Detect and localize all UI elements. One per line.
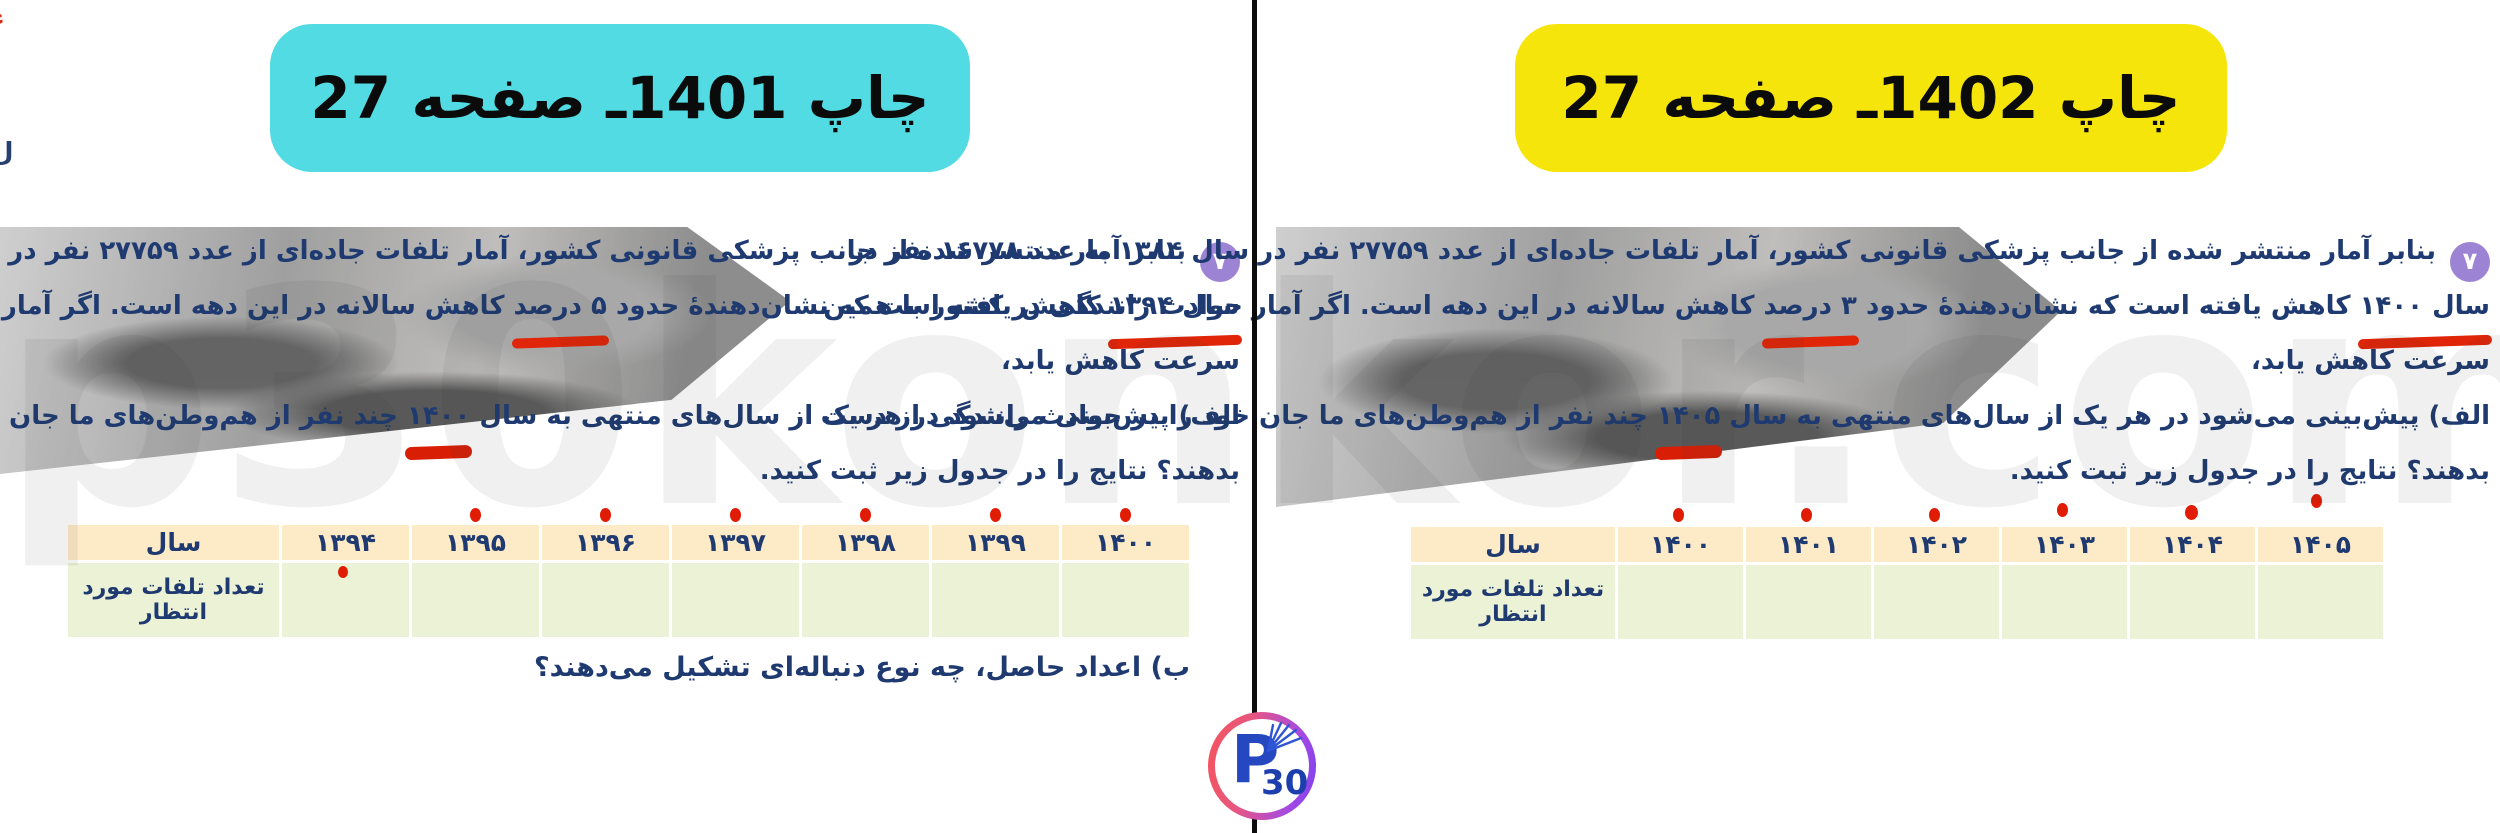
paragraph-line-1: ۷بنابر آمار منتشر شده از جانب پزشکی قانو… [850, 224, 2490, 282]
table-header-year-label: سال [65, 522, 282, 563]
table-header-year: ۱۴۰۰ [1615, 524, 1746, 565]
table-row-label: تعداد تلفات مورد انتظار [1408, 562, 1618, 642]
table-header-year: ۱۴۰۱ [1743, 524, 1874, 565]
table-row-label: تعداد تلفات مورد انتظار [65, 560, 282, 640]
table-cell-empty [409, 560, 542, 640]
table-cell-empty [2127, 562, 2258, 642]
paragraph-text: الف) پیش‌بینی می‌شود در هر یک از سال‌های… [1720, 401, 2490, 431]
table-header-year: ۱۳۹۶ [539, 522, 672, 563]
paragraph-line-5: بدهند؟ نتایج را در جدول زیر ثبت کنید. [8, 444, 1240, 499]
table-header-year: ۱۳۹۸ [799, 522, 932, 563]
part-b-question: ب) اعداد حاصل، چه نوع دنباله‌ای تشکیل می… [533, 652, 1190, 683]
table-header-year: ۱۳۹۴ [279, 522, 412, 563]
table-cell-empty [1615, 562, 1746, 642]
logo-inner-circle: P 30 [1215, 719, 1309, 813]
annotation-dot [600, 508, 611, 522]
table-header-year: ۱۳۹۷ [669, 522, 802, 563]
panel-edition-1401: چاپ 1401ـ صفحه 27 ء ل ۷ بنابر آمار منتشر … [0, 0, 1253, 833]
question-number-badge: ۷ [2450, 241, 2490, 282]
paragraph-line-4: الف) پیش‌بینی می‌شود در هر یک از سال‌های… [0, 389, 1240, 444]
annotation-dot [2057, 503, 2068, 517]
cropped-text-fragment: ل [0, 138, 14, 168]
table-header-row: سال ۱۴۰۰ ۱۴۰۱ ۱۴۰۲ ۱۴۰۳ ۱۴۰۴ ۱۴۰۵ [1408, 524, 2386, 565]
paragraph-line-4: الف) پیش‌بینی می‌شود در هر یک از سال‌های… [821, 389, 2490, 444]
table-header-year: ۱۳۹۹ [929, 522, 1062, 563]
underlined-year: ۱۴۰۵ [1657, 389, 1720, 444]
underlined-percent: ۵ درصد [514, 279, 607, 334]
underlined-percent: ۳ درصد [1764, 279, 1857, 334]
annotation-dot [1673, 508, 1684, 522]
annotation-dot [2185, 505, 2198, 520]
annotation-dot [1929, 508, 1940, 522]
annotation-dot [1801, 508, 1812, 522]
table-header-year: ۱۴۰۲ [1871, 524, 2002, 565]
paragraph-text: بنابر آمار منتشر شده از جانب پزشکی قانون… [0, 236, 1186, 266]
panel-edition-1402: چاپ 1402ـ صفحه 27 ۷بنابر آمار منتشر شده … [821, 0, 2500, 833]
book-fan-icon [1266, 721, 1303, 753]
paragraph-text: بدهند؟ نتایج را در جدول زیر ثبت کنید. [759, 456, 1240, 486]
paragraph-text: الف) پیش‌بینی می‌شود در هر یک از سال‌های… [470, 401, 1240, 431]
table-cell-empty [669, 560, 802, 640]
question-number-badge: ۷ [1200, 241, 1240, 282]
table-body-row: تعداد تلفات مورد انتظار [65, 560, 1192, 640]
paragraph-line-2: سال ۱۴۰۰ کاهش یافته است که نشان‌دهندۀ حد… [823, 279, 2490, 334]
paragraph-text: کاهش یافته است که نشان‌دهندۀ حدود [1856, 291, 2360, 321]
vertical-divider-line [1252, 0, 1257, 833]
paragraph-line-5: بدهند؟ نتایج را در جدول زیر ثبت کنید. [1265, 444, 2490, 499]
table-cell-empty [1871, 562, 2002, 642]
table-cell-empty [929, 560, 1062, 640]
table-cell-empty [2255, 562, 2386, 642]
table-cell-empty [799, 560, 932, 640]
logo-number-30: 30 [1261, 763, 1309, 803]
paragraph-text: بدهند؟ نتایج را در جدول زیر ثبت کنید. [2009, 456, 2490, 486]
paragraph-line-3: سرعت کاهش یابد، [8, 334, 1240, 389]
paragraph-line-3: سرعت کاهش یابد، [1265, 334, 2490, 389]
p30konkor-logo: P 30 [1208, 712, 1316, 820]
annotation-dot [860, 508, 871, 522]
table-cell-empty [1059, 560, 1192, 640]
table-body-row: تعداد تلفات مورد انتظار [1408, 562, 2386, 642]
paragraph-line-2: سال ۱۳۹۴ کاهش یافته است که نشان‌دهندۀ حد… [0, 279, 1240, 334]
edition-badge-1401: چاپ 1401ـ صفحه 27 [270, 24, 970, 172]
annotation-dot [1120, 508, 1131, 522]
annotation-dot [990, 508, 1001, 522]
underlined-year: ۱۴۰۰ [407, 389, 470, 444]
question-paragraph: ۷بنابر آمار منتشر شده از جانب پزشکی قانو… [821, 224, 2490, 499]
edition-badge-1402: چاپ 1402ـ صفحه 27 [1515, 24, 2227, 172]
paragraph-text: کاهش سالانه در این دهه است. اگر آمار حوا… [823, 291, 1764, 321]
paragraph-text: سرعت کاهش یابد، [1001, 346, 1240, 376]
paragraph-text: سرعت کاهش یابد، [2251, 346, 2490, 376]
cropped-text-fragment: ء [0, 4, 4, 32]
table-header-row: سال ۱۳۹۴ ۱۳۹۵ ۱۳۹۶ ۱۳۹۷ ۱۳۹۸ ۱۳۹۹ ۱۴۰۰ [65, 522, 1192, 563]
table-header-year: ۱۳۹۵ [409, 522, 542, 563]
table-cell-empty [1999, 562, 2130, 642]
annotation-dot [470, 508, 481, 522]
fatalities-table: سال ۱۴۰۰ ۱۴۰۱ ۱۴۰۲ ۱۴۰۳ ۱۴۰۴ ۱۴۰۵ تعداد … [1408, 524, 2386, 642]
table-header-year-label: سال [1408, 524, 1618, 565]
paragraph-text: کاهش سالانه در این دهه است. اگر آمار حوا… [0, 291, 505, 321]
table-cell-empty [539, 560, 672, 640]
table-header-year: ۱۴۰۳ [1999, 524, 2130, 565]
question-paragraph: ۷ بنابر آمار منتشر شده از جانب پزشکی قانو… [0, 224, 1240, 499]
table-header-year: ۱۴۰۵ [2255, 524, 2386, 565]
paragraph-text: چند نفر از هم‌وطن‌های ما جان خود را در ح… [820, 401, 1657, 431]
underlined-year: سال ۱۴۰۰ [2360, 279, 2490, 334]
table-header-year: ۱۴۰۰ [1059, 522, 1192, 563]
table-header-year: ۱۴۰۴ [2127, 524, 2258, 565]
annotation-dot [338, 566, 348, 578]
annotation-dot [730, 508, 741, 522]
paragraph-text: بنابر آمار منتشر شده از جانب پزشکی قانون… [849, 236, 2436, 266]
table-cell-empty [1743, 562, 1874, 642]
fatalities-table: سال ۱۳۹۴ ۱۳۹۵ ۱۳۹۶ ۱۳۹۷ ۱۳۹۸ ۱۳۹۹ ۱۴۰۰ ت… [65, 522, 1192, 640]
underlined-year: سال ۱۳۹۴ [1110, 279, 1240, 334]
paragraph-text: کاهش یافته است که نشان‌دهندۀ حدود [606, 291, 1110, 321]
annotation-dot [2311, 494, 2322, 508]
paragraph-text: چند نفر از هم‌وطن‌های ما جان خود را در ح… [0, 401, 398, 431]
paragraph-line-1: ۷ بنابر آمار منتشر شده از جانب پزشکی قانو… [0, 224, 1240, 282]
